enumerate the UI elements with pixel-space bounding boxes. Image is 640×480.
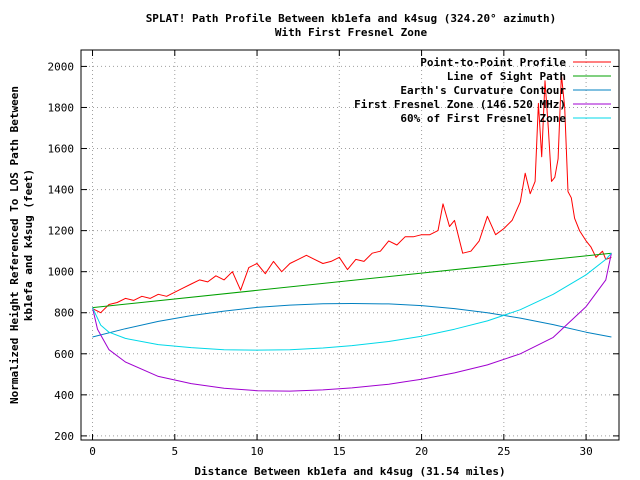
x-tick-label: 15	[333, 445, 346, 458]
y-tick-label: 2000	[48, 60, 75, 73]
legend-item-fresnel: First Fresnel Zone (146.520 MHz)	[354, 98, 611, 111]
x-axis-label: Distance Between kb1efa and k4sug (31.54…	[194, 465, 505, 478]
y-axis-label-line1: Normalized Height Referenced To LOS Path…	[8, 86, 21, 404]
legend-label: Point-to-Point Profile	[420, 56, 566, 69]
y-axis-label-line2: kb1efa and k4sug (feet)	[22, 169, 35, 321]
legend-label: Line of Sight Path	[447, 70, 566, 83]
legend-item-curvature: Earth's Curvature Contour	[400, 84, 611, 97]
x-tick-label: 30	[579, 445, 592, 458]
legend-item-fresnel-60: 60% of First Fresnel Zone	[400, 112, 611, 125]
x-tick-label: 25	[497, 445, 510, 458]
plot-frame	[80, 49, 620, 441]
chart-subtitle: With First Fresnel Zone	[275, 26, 428, 39]
legend-label: Earth's Curvature Contour	[400, 84, 566, 97]
y-tick-label: 800	[54, 307, 74, 320]
y-tick-label: 1400	[48, 184, 75, 197]
legend-item-profile: Point-to-Point Profile	[420, 56, 611, 69]
legend-item-los: Line of Sight Path	[447, 70, 611, 83]
y-tick-label: 400	[54, 389, 74, 402]
y-axis-ticks: 200 400 600 800 1000 1200 1400 1600 1800 2000	[48, 60, 619, 443]
y-tick-label: 1600	[48, 143, 75, 156]
y-tick-label: 200	[54, 430, 74, 443]
x-tick-label: 0	[89, 445, 96, 458]
series-layer	[92, 74, 612, 392]
x-tick-label: 10	[250, 445, 263, 458]
legend-label: First Fresnel Zone (146.520 MHz)	[354, 98, 566, 111]
first-fresnel-zone-line	[92, 253, 612, 392]
x-axis-ticks: 0 5 10 15 20 25 30	[89, 50, 593, 458]
y-tick-label: 1800	[48, 101, 75, 114]
x-tick-label: 20	[415, 445, 428, 458]
y-tick-label: 1000	[48, 266, 75, 279]
x-tick-label: 5	[171, 445, 178, 458]
legend-label: 60% of First Fresnel Zone	[400, 112, 566, 125]
earth-curvature-line	[92, 303, 612, 338]
y-tick-label: 1200	[48, 225, 75, 238]
chart-title: SPLAT! Path Profile Between kb1efa and k…	[146, 12, 557, 25]
fresnel-60-percent-line	[92, 252, 612, 351]
point-to-point-profile-line	[92, 74, 612, 314]
y-tick-label: 600	[54, 348, 74, 361]
line-of-sight-line	[92, 252, 612, 309]
